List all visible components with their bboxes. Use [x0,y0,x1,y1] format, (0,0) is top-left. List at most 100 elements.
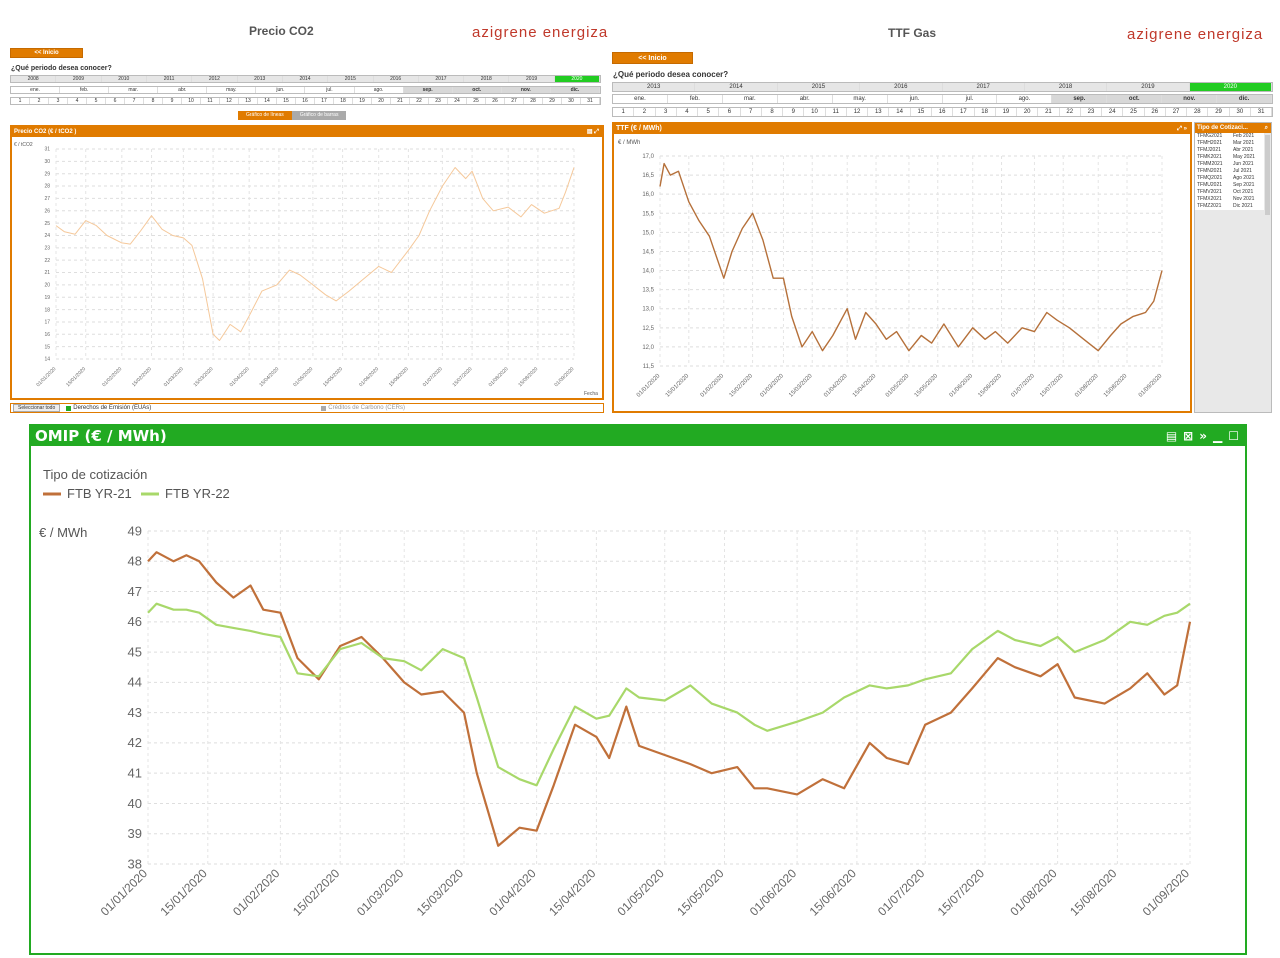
day-option-7[interactable]: 7 [740,108,762,116]
year-option-2015[interactable]: 2015 [777,83,861,91]
month-option-jul[interactable]: jul. [305,87,355,93]
day-option-31[interactable]: 31 [581,98,600,104]
year-option-2008[interactable]: 2008 [11,76,57,82]
day-option-17[interactable]: 17 [953,108,975,116]
bar-chart-button[interactable]: Gráfico de barras [291,111,347,120]
legend-label[interactable]: FTB YR-22 [165,486,230,501]
day-option-1[interactable]: 1 [613,108,635,116]
tipo-list-item[interactable]: TFMU2021 Sep 2021 [1195,182,1264,189]
month-option-sep[interactable]: sep. [403,87,453,93]
year-option-2018[interactable]: 2018 [464,76,510,82]
day-option-23[interactable]: 23 [429,98,448,104]
day-option-26[interactable]: 26 [1144,108,1166,116]
tipo-list-item[interactable]: TFMJ2021 Abr 2021 [1195,147,1264,154]
year-option-2019[interactable]: 2019 [1107,83,1190,91]
year-option-2013[interactable]: 2013 [237,76,283,82]
month-option-sep[interactable]: sep. [1052,95,1108,103]
year-option-2014[interactable]: 2014 [695,83,778,91]
tipo-list-item[interactable]: TFMG2021 Feb 2021 [1195,133,1264,140]
year-option-2017[interactable]: 2017 [942,83,1025,91]
year-option-2020[interactable]: 2020 [1189,83,1272,91]
day-option-14[interactable]: 14 [889,108,911,116]
tipo-list-item[interactable]: TFMK2021 May 2021 [1195,154,1264,161]
day-option-2[interactable]: 2 [634,108,656,116]
day-option-3[interactable]: 3 [49,98,68,104]
day-option-23[interactable]: 23 [1080,108,1103,116]
day-option-2[interactable]: 2 [30,98,49,104]
month-option-jun[interactable]: jun. [887,95,943,103]
day-option-5[interactable]: 5 [698,108,720,116]
day-option-14[interactable]: 14 [258,98,277,104]
tipo-list-item[interactable]: TFMN2021 Jul 2021 [1195,168,1264,175]
day-option-29[interactable]: 29 [543,98,562,104]
panel-tools-icon[interactable]: ▤ ⤢ [586,129,599,135]
minimize-icon[interactable]: ▁ [1213,429,1223,443]
legend-item-cers[interactable]: Créditos de Carbono (CERs) [321,405,405,411]
year-option-2018[interactable]: 2018 [1024,83,1108,91]
day-option-9[interactable]: 9 [163,98,182,104]
day-option-28[interactable]: 28 [524,98,543,104]
series-line-1[interactable] [659,162,1163,352]
legend-item-euas[interactable]: Derechos de Emisión (EUAs) [66,405,151,411]
day-option-10[interactable]: 10 [182,98,201,104]
year-option-2009[interactable]: 2009 [56,76,102,82]
year-option-2020[interactable]: 2020 [554,76,601,82]
day-option-24[interactable]: 24 [1102,108,1124,116]
day-option-25[interactable]: 25 [1123,108,1145,116]
panel-tools-icon[interactable]: ⤢ » [1177,126,1187,132]
day-option-5[interactable]: 5 [87,98,106,104]
year-option-2016[interactable]: 2016 [860,83,943,91]
day-option-11[interactable]: 11 [201,98,220,104]
day-option-1[interactable]: 1 [11,98,30,104]
day-option-6[interactable]: 6 [719,108,741,116]
day-option-22[interactable]: 22 [1059,108,1081,116]
line-chart-button[interactable]: Gráfico de líneas [238,111,292,120]
month-option-feb[interactable]: feb. [667,95,723,103]
month-option-may[interactable]: may. [207,87,257,93]
ttf-inicio-button[interactable]: << Inicio [612,52,693,64]
year-option-2019[interactable]: 2019 [509,76,555,82]
day-option-28[interactable]: 28 [1187,108,1209,116]
day-option-20[interactable]: 20 [372,98,391,104]
day-option-17[interactable]: 17 [315,98,334,104]
month-option-mar[interactable]: mar. [722,95,778,103]
day-option-15[interactable]: 15 [277,98,296,104]
day-option-29[interactable]: 29 [1208,108,1230,116]
day-option-12[interactable]: 12 [220,98,239,104]
day-option-25[interactable]: 25 [467,98,486,104]
month-option-oct[interactable]: oct. [1107,95,1163,103]
day-option-19[interactable]: 19 [995,108,1018,116]
month-option-abr[interactable]: abr. [158,87,208,93]
day-option-3[interactable]: 3 [655,108,677,116]
month-option-jul[interactable]: jul. [942,95,998,103]
month-option-may[interactable]: may. [832,95,888,103]
month-option-abr[interactable]: abr. [777,95,833,103]
day-option-6[interactable]: 6 [106,98,125,104]
day-option-18[interactable]: 18 [974,108,996,116]
export-excel-icon[interactable]: ⊠ [1183,429,1194,443]
day-option-21[interactable]: 21 [1038,108,1060,116]
select-all-button[interactable]: Seleccionar todo [13,404,61,412]
day-option-24[interactable]: 24 [448,98,467,104]
day-option-16[interactable]: 16 [296,98,315,104]
tipo-list-item[interactable]: TFMX2021 Nov 2021 [1195,196,1264,203]
month-option-nov[interactable]: nov. [501,87,551,93]
year-option-2016[interactable]: 2016 [373,76,419,82]
day-option-31[interactable]: 31 [1250,108,1273,116]
scrollbar[interactable] [1265,135,1270,215]
day-option-27[interactable]: 27 [505,98,524,104]
month-option-feb[interactable]: feb. [60,87,110,93]
year-option-2013[interactable]: 2013 [613,83,696,91]
day-option-30[interactable]: 30 [562,98,581,104]
tipo-list-item[interactable]: TFMM2021 Jun 2021 [1195,161,1264,168]
month-option-jun[interactable]: jun. [256,87,306,93]
year-option-2010[interactable]: 2010 [101,76,147,82]
day-option-15[interactable]: 15 [910,108,932,116]
print-icon[interactable]: ▤ [1165,429,1178,443]
day-option-13[interactable]: 13 [239,98,258,104]
month-option-ene[interactable]: ene. [613,95,668,103]
year-option-2017[interactable]: 2017 [418,76,465,82]
co2-inicio-button[interactable]: << Inicio [10,48,83,58]
day-option-20[interactable]: 20 [1017,108,1039,116]
day-option-9[interactable]: 9 [783,108,805,116]
